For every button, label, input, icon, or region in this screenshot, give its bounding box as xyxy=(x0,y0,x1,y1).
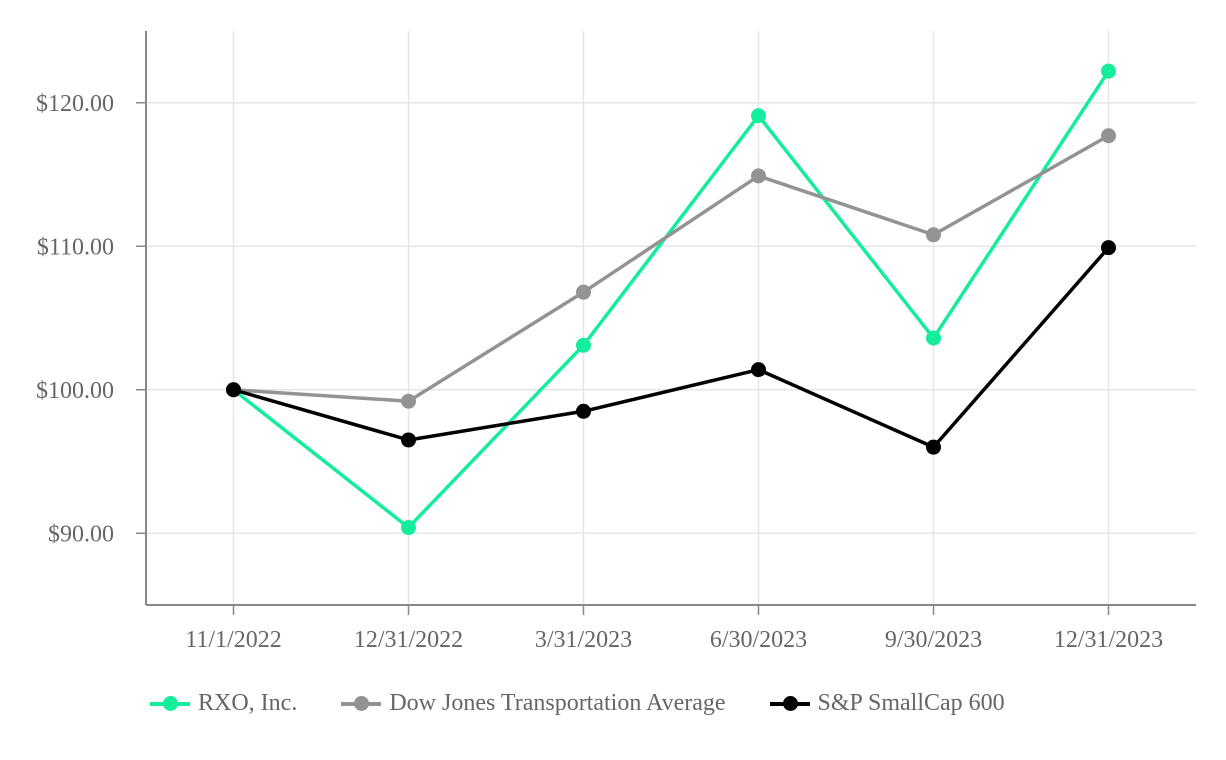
data-point xyxy=(926,439,941,455)
x-tick-label: 9/30/2023 xyxy=(885,627,982,653)
series-group xyxy=(226,63,1116,536)
axes: $90.00 $100.00 $110.00 $120.00 11/1/2022 12/3… xyxy=(36,31,1196,653)
legend-item: RXO, Inc. xyxy=(150,690,297,717)
series-line xyxy=(233,246,1110,449)
data-point xyxy=(401,432,416,448)
x-tick-label: 11/1/2022 xyxy=(185,627,281,653)
legend-label: RXO, Inc. xyxy=(198,690,298,716)
data-point xyxy=(226,382,241,398)
data-point xyxy=(751,168,766,184)
data-point xyxy=(401,393,416,409)
data-point xyxy=(1101,63,1116,79)
legend: RXO, Inc. Dow Jones Transportation Averag… xyxy=(150,690,1005,717)
legend-marker-icon xyxy=(769,695,810,711)
data-point xyxy=(576,403,591,419)
data-point xyxy=(751,362,766,378)
data-point xyxy=(751,108,766,124)
data-point xyxy=(576,337,591,353)
y-tick-label: $120.00 xyxy=(36,91,114,117)
y-tick-label: $90.00 xyxy=(48,521,114,547)
data-point xyxy=(401,520,416,536)
x-tick-label: 3/31/2023 xyxy=(535,627,632,653)
y-tick-label: $100.00 xyxy=(36,378,114,404)
legend-label: Dow Jones Transportation Average xyxy=(389,690,726,716)
legend-marker-icon xyxy=(150,695,190,711)
legend-label: S&P SmallCap 600 xyxy=(817,690,1005,716)
data-point xyxy=(1101,128,1116,144)
series-line xyxy=(232,70,1110,530)
data-point xyxy=(576,284,591,300)
y-tick-label: $110.00 xyxy=(37,234,114,260)
legend-marker-icon xyxy=(341,695,382,711)
line-chart: $90.00 $100.00 $110.00 $120.00 11/1/2022 12/3… xyxy=(36,31,1196,653)
x-tick-label: 12/31/2023 xyxy=(1054,627,1163,653)
legend-item: S&P SmallCap 600 xyxy=(769,690,1005,717)
data-point xyxy=(926,227,941,243)
gridlines xyxy=(146,31,1196,605)
x-tick-label: 6/30/2023 xyxy=(710,627,807,653)
data-point xyxy=(926,330,941,346)
series-line xyxy=(233,134,1110,403)
data-point xyxy=(1101,240,1116,256)
legend-item: Dow Jones Transportation Average xyxy=(341,690,726,717)
x-tick-label: 12/31/2022 xyxy=(354,627,463,653)
